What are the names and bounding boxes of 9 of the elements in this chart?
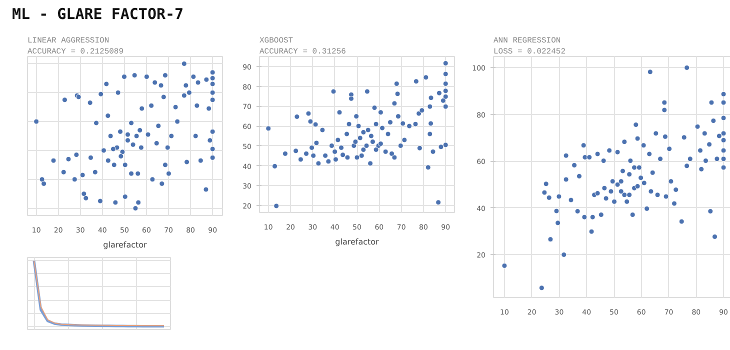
x-axis-title: glarefactor: [335, 238, 380, 246]
chart-subtitle: ACCURACY = 0.2125089: [28, 48, 124, 56]
chart-subtitle: ACCURACY = 0.31256: [260, 48, 346, 56]
chart-title: ANN REGRESSION: [494, 36, 561, 46]
chart-title: XGBOOST: [260, 36, 294, 46]
text: ML - GLARE FACTOR-7: [12, 4, 184, 25]
x-axis-title: glarefactor: [103, 240, 148, 250]
chart-subtitle: LOSS = 0.022452: [494, 48, 566, 56]
chart-title: LINEAR AGGRESSION: [28, 36, 110, 46]
